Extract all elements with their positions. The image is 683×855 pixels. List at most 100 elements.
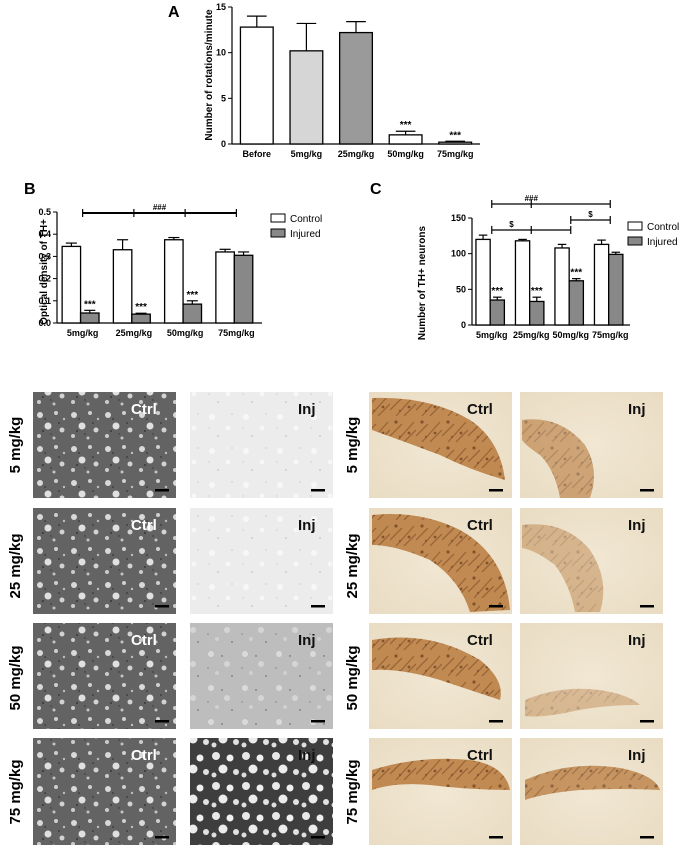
significance-marker: *** <box>135 302 147 313</box>
svg-text:Ctrl: Ctrl <box>467 632 493 649</box>
y-tick-label: 0.5 <box>38 207 51 217</box>
striatum-inj-25: Inj <box>190 508 333 614</box>
significance-marker: *** <box>491 286 503 297</box>
x-category-label: 75mg/kg <box>218 328 255 338</box>
panel-a: A Number of rotations/minute 0 5 10 15 Befor… <box>168 2 480 159</box>
bar-injured-50mgkg <box>182 303 203 324</box>
panel-b-marks: 0.0 0.1 0.2 0.3 0.4 0.5 *** 5mg/kg *** 25mg/kg ***… <box>38 203 322 338</box>
striatum-ctrl-25: Ctrl <box>33 508 176 614</box>
significance-marker: *** <box>84 299 96 310</box>
svg-text:Inj: Inj <box>628 632 646 649</box>
panel-a-letter: A <box>168 4 180 21</box>
x-category-label: 50mg/kg <box>552 330 589 340</box>
panel-b-y-axis-label: Optical density of TH+ <box>39 219 50 325</box>
x-category-label: 75mg/kg <box>437 149 474 159</box>
y-tick-label: 0.2 <box>38 274 51 284</box>
y-tick-label: 0 <box>461 320 466 330</box>
striatum-ctrl-75: Ctrl <box>33 738 176 845</box>
svg-text:Ctrl: Ctrl <box>467 517 493 534</box>
micrograph-grid: 5 mg/kg 25 mg/kg 50 mg/kg 75 mg/kg 5 mg/… <box>7 392 663 845</box>
x-category-label: 50mg/kg <box>387 149 424 159</box>
legend-label-control: Control <box>290 214 322 225</box>
svg-text:Inj: Inj <box>298 401 316 418</box>
bar-injured-75mgkg <box>233 254 254 324</box>
bar-injured-50mgkg <box>568 280 585 326</box>
legend-swatch-injured <box>627 236 643 246</box>
svg-text:Ctrl: Ctrl <box>467 747 493 764</box>
legend-label-control: Control <box>647 222 679 233</box>
left-row-label-5: 5 mg/kg <box>7 417 24 474</box>
legend-label-injured: Injured <box>647 237 678 248</box>
left-row-label-25: 25 mg/kg <box>7 533 24 598</box>
panel-c-marks: 0 50 100 150 *** 5mg/kg *** 25mg/kg *** 50mg/kg 75… <box>451 194 679 340</box>
left-row-label-50: 50 mg/kg <box>7 645 24 710</box>
right-row-label-5: 5 mg/kg <box>344 417 361 474</box>
left-row-label-75: 75 mg/kg <box>7 759 24 824</box>
bar-control-5mgkg <box>61 245 82 324</box>
striatum-inj-75: Inj <box>190 738 333 845</box>
y-tick-label: 100 <box>451 249 466 259</box>
bracket-label: ### <box>153 203 167 212</box>
panel-c: C Number of TH+ neurons 0 50 100 150 *** 5mg/… <box>370 181 679 340</box>
bar-injured-25mgkg <box>529 300 545 326</box>
panel-b: B Optical density of TH+ 0.0 0.1 0.2 0.3 0.4… <box>24 181 322 338</box>
y-tick-label: 0.0 <box>38 318 51 328</box>
y-tick-label: 50 <box>456 284 466 294</box>
nigra-inj-5: Inj <box>520 392 663 498</box>
bar-injured-5mgkg <box>79 312 100 324</box>
x-category-label: 5mg/kg <box>67 328 99 338</box>
y-tick-label: 150 <box>451 213 466 223</box>
svg-text:Ctrl: Ctrl <box>131 517 157 534</box>
y-tick-label: 10 <box>216 48 226 58</box>
bar-control-25mgkg <box>112 249 133 324</box>
bar-control-75mgkg <box>215 251 235 324</box>
significance-marker: *** <box>449 130 461 141</box>
nigra-ctrl-25: Ctrl <box>369 508 512 614</box>
bar-5mgkg <box>289 50 324 145</box>
y-tick-label: 0 <box>221 139 226 149</box>
nigra-inj-25: Inj <box>520 508 663 614</box>
x-category-label: 50mg/kg <box>167 328 204 338</box>
nigra-ctrl-50: Ctrl <box>369 623 512 729</box>
svg-text:Ctrl: Ctrl <box>131 401 157 418</box>
legend-label-injured: Injured <box>290 229 321 240</box>
svg-text:Inj: Inj <box>298 517 316 534</box>
panel-b-letter: B <box>24 181 36 198</box>
bar-25mgkg <box>338 31 374 145</box>
svg-text:Ctrl: Ctrl <box>131 632 157 649</box>
bar-control-5mgkg <box>475 238 491 326</box>
right-row-label-25: 25 mg/kg <box>344 533 361 598</box>
nigra-inj-50: Inj <box>520 623 663 729</box>
y-tick-label: 0.3 <box>38 251 51 261</box>
y-tick-label: 15 <box>216 2 226 12</box>
x-category-label: 25mg/kg <box>513 330 550 340</box>
nigra-ctrl-75: Ctrl <box>369 738 512 845</box>
right-row-label-50: 50 mg/kg <box>344 645 361 710</box>
y-tick-label: 0.1 <box>38 296 51 306</box>
svg-text:Ctrl: Ctrl <box>131 747 157 764</box>
svg-text:Inj: Inj <box>298 632 316 649</box>
bar-injured-25mgkg <box>131 313 151 324</box>
legend-swatch-injured <box>270 228 286 238</box>
striatum-inj-5: Inj <box>190 392 333 498</box>
bracket-label: $ <box>588 210 593 219</box>
x-category-label: 75mg/kg <box>592 330 629 340</box>
y-tick-label: 0.4 <box>38 229 51 239</box>
striatum-ctrl-50: Ctrl <box>33 623 176 729</box>
x-category-label: 5mg/kg <box>291 149 323 159</box>
x-category-label: 25mg/kg <box>116 328 153 338</box>
nigra-inj-75: Inj <box>520 738 663 845</box>
x-category-label: 5mg/kg <box>476 330 508 340</box>
panel-a-marks: 0 5 10 15 Before 5mg/kg 25mg/kg 50mg/kg *** 75mg/… <box>216 2 480 159</box>
svg-text:Inj: Inj <box>628 517 646 534</box>
bar-before <box>239 26 274 145</box>
svg-text:Inj: Inj <box>298 747 316 764</box>
nigra-ctrl-5: Ctrl <box>369 392 512 498</box>
x-category-label: Before <box>243 149 272 159</box>
svg-text:Inj: Inj <box>628 747 646 764</box>
significance-marker: *** <box>400 120 412 131</box>
striatum-ctrl-5: Ctrl <box>33 392 176 498</box>
svg-text:Inj: Inj <box>628 401 646 418</box>
bar-control-50mgkg <box>554 247 570 326</box>
